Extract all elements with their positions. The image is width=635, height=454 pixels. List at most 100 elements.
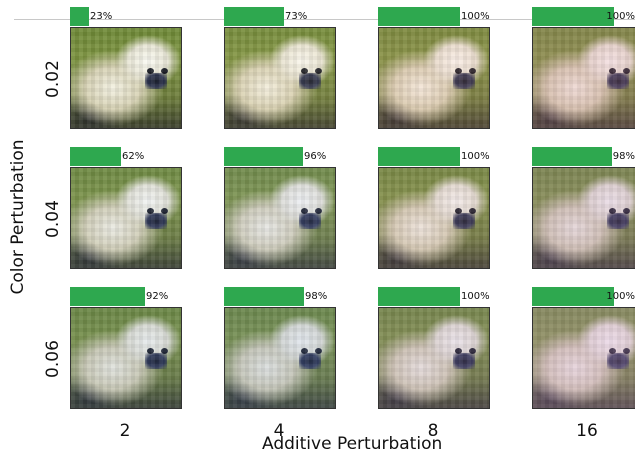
dog-eye-left (147, 68, 154, 74)
dog-eye-right (161, 68, 168, 74)
color-tint (71, 168, 181, 268)
dog-eye-right (623, 68, 630, 74)
color-tint (533, 308, 635, 408)
success-rate-label: 98% (305, 291, 328, 302)
dog-face (453, 213, 475, 229)
perturbation-noise (71, 28, 181, 128)
dog-face (299, 213, 321, 229)
dog-image (224, 27, 336, 129)
perturbation-noise (533, 168, 635, 268)
success-rate-bar (532, 7, 614, 26)
col-label-3: 16 (576, 421, 598, 441)
success-rate-label: 62% (122, 151, 145, 162)
dog-face (607, 213, 629, 229)
dog-image (532, 167, 635, 269)
dog-eye-right (623, 208, 630, 214)
success-rate-label: 100% (461, 291, 490, 302)
dog-eye-left (147, 348, 154, 354)
success-rate-bar (70, 7, 89, 26)
dog-face (299, 353, 321, 369)
success-rate-label: 100% (606, 11, 635, 22)
dog-eye-left (609, 68, 616, 74)
perturbation-noise (71, 168, 181, 268)
success-rate-bar (224, 7, 284, 26)
dog-eye-right (161, 348, 168, 354)
color-tint (71, 308, 181, 408)
x-axis-title: Additive Perturbation (262, 434, 443, 454)
dog-face (607, 73, 629, 89)
perturbation-noise (379, 28, 489, 128)
success-rate-bar (70, 147, 121, 166)
dog-image (70, 307, 182, 409)
dog-eye-right (315, 348, 322, 354)
dog-eye-right (469, 348, 476, 354)
dog-image (378, 167, 490, 269)
dog-face (145, 353, 167, 369)
perturbation-noise (71, 308, 181, 408)
col-label-2: 8 (427, 421, 439, 441)
success-rate-bar (224, 147, 303, 166)
success-rate-label: 96% (304, 151, 327, 162)
dog-eye-right (469, 208, 476, 214)
dog-face (453, 353, 475, 369)
col-label-1: 4 (273, 421, 285, 441)
perturbation-noise (225, 308, 335, 408)
success-rate-bar (532, 287, 614, 306)
perturbation-noise (533, 28, 635, 128)
color-tint (533, 28, 635, 128)
dog-image (532, 307, 635, 409)
success-rate-bar (378, 287, 460, 306)
success-rate-bar (532, 147, 612, 166)
perturbation-noise (379, 168, 489, 268)
color-tint (71, 28, 181, 128)
dog-image (378, 307, 490, 409)
col-label-0: 2 (119, 421, 131, 441)
top-divider-line (14, 19, 635, 20)
dog-eye-left (147, 208, 154, 214)
color-tint (225, 308, 335, 408)
y-axis-title: Color Perturbation (8, 139, 28, 295)
dog-eye-left (455, 348, 462, 354)
row-label-1: 0.04 (43, 200, 63, 238)
dog-image (224, 167, 336, 269)
success-rate-bar (378, 7, 460, 26)
success-rate-label: 100% (461, 11, 490, 22)
success-rate-label: 100% (606, 291, 635, 302)
dog-image (532, 27, 635, 129)
dog-face (145, 73, 167, 89)
dog-image (70, 27, 182, 129)
dog-image (378, 27, 490, 129)
success-rate-label: 100% (461, 151, 490, 162)
perturbation-noise (225, 168, 335, 268)
success-rate-bar (70, 287, 145, 306)
success-rate-label: 92% (146, 291, 169, 302)
dog-eye-right (469, 68, 476, 74)
dog-eye-left (455, 208, 462, 214)
color-tint (225, 168, 335, 268)
dog-eye-right (315, 208, 322, 214)
dog-eye-left (301, 68, 308, 74)
success-rate-label: 98% (612, 151, 635, 162)
success-rate-bar (378, 147, 460, 166)
row-label-0: 0.02 (43, 60, 63, 98)
perturbation-noise (225, 28, 335, 128)
color-tint (225, 28, 335, 128)
row-label-2: 0.06 (43, 340, 63, 378)
dog-face (453, 73, 475, 89)
color-tint (379, 28, 489, 128)
dog-eye-right (161, 208, 168, 214)
perturbation-noise (533, 308, 635, 408)
dog-eye-right (623, 348, 630, 354)
success-rate-label: 73% (285, 11, 308, 22)
dog-eye-left (609, 348, 616, 354)
dog-eye-left (455, 68, 462, 74)
dog-image (70, 167, 182, 269)
color-tint (379, 168, 489, 268)
dog-eye-left (301, 208, 308, 214)
dog-face (299, 73, 321, 89)
success-rate-bar (224, 287, 304, 306)
success-rate-label: 23% (90, 11, 113, 22)
dog-eye-left (301, 348, 308, 354)
dog-eye-left (609, 208, 616, 214)
dog-image (224, 307, 336, 409)
